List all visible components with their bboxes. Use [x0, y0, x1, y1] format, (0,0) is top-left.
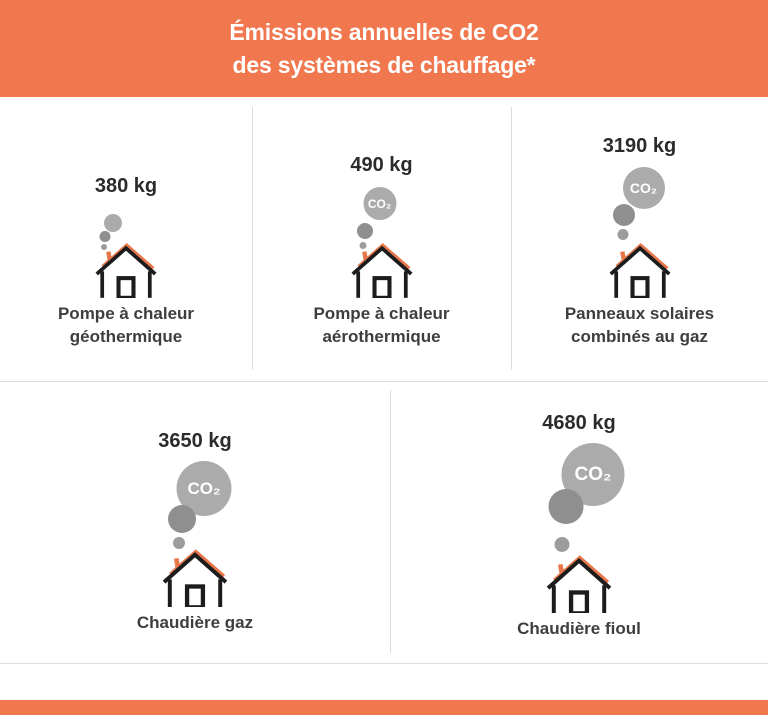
item-chaudiere-fioul: 4680 kg CO₂ Chaudière fioul [390, 381, 768, 663]
roof-black [609, 245, 670, 276]
system-label: Pompe à chaleur géothermique [57, 304, 195, 346]
house-icon [546, 554, 612, 613]
co2-text: CO₂ [187, 478, 221, 498]
smoke-bubble-large [104, 214, 122, 232]
emission-value: 380 kg [94, 175, 158, 197]
smoke-bubble-small [173, 537, 185, 549]
roof-black [546, 557, 612, 590]
door [184, 583, 206, 607]
house-icon [351, 243, 412, 298]
smoke-house-graphic [41, 214, 211, 298]
emission-value: 3190 kg [602, 135, 677, 157]
emission-value: 490 kg [350, 154, 413, 176]
emission-value: 3650 kg [158, 430, 232, 452]
page-title-line2: des systèmes de chauffage* [232, 51, 536, 78]
header: Émissions annuelles de CO2 des systèmes … [0, 0, 768, 97]
house-icon [95, 243, 157, 298]
roof-black [162, 551, 228, 584]
column-divider [252, 107, 253, 370]
co2-text: CO₂ [367, 196, 392, 211]
emission-value: 4680 kg [542, 412, 616, 434]
door [629, 276, 650, 298]
smoke-house-graphic: CO₂ [494, 443, 664, 613]
item-panneaux-solaires-gaz: 3190 kg CO₂ Panneaux solaires combinés a… [511, 97, 768, 381]
page-title-line1: Émissions annuelles de CO2 [229, 18, 539, 45]
smoke-bubble-medium [356, 223, 373, 239]
door [568, 589, 590, 613]
smoke-bubble-medium [612, 204, 635, 226]
smoke-house-graphic: CO₂ [297, 187, 467, 298]
item-chaudiere-gaz: 3650 kg CO₂ Chaudière gaz [0, 381, 390, 663]
house-icon [609, 243, 670, 298]
roof-black [351, 245, 412, 276]
smoke-bubble-small [617, 229, 628, 240]
door [371, 276, 392, 298]
smoke-bubble-medium [99, 231, 111, 242]
roof-black [95, 245, 157, 276]
item-pompe-chaleur-aerothermique: 490 kg CO₂ Pompe à chaleur aérothermique [252, 97, 511, 381]
system-label: Pompe à chaleur aérothermique [313, 304, 450, 346]
smoke-bubble-small [359, 242, 366, 249]
item-pompe-chaleur-geothermique: 380 kg Pompe à chaleur géothermique [0, 97, 252, 381]
smoke-house-graphic: CO₂ [110, 461, 280, 607]
co2-bubble: CO₂ [622, 167, 665, 209]
smoke-house-graphic: CO₂ [555, 167, 725, 298]
system-label: Panneaux solaires combinés au gaz [564, 304, 715, 346]
co2-bubble: CO₂ [363, 187, 396, 220]
co2-text: CO₂ [629, 180, 658, 196]
system-label: Chaudière gaz [136, 613, 254, 632]
system-label: Chaudière fioul [517, 619, 641, 638]
door [116, 276, 136, 298]
column-divider [511, 107, 512, 370]
footer-accent-bar [0, 700, 768, 715]
house-icon [162, 548, 228, 607]
smoke-bubble-small [554, 537, 570, 552]
row-divider [0, 381, 768, 382]
smoke-bubble-medium [168, 505, 196, 533]
column-divider [390, 390, 391, 653]
smoke-bubble-small [101, 244, 107, 250]
bottom-divider [0, 663, 768, 664]
smoke-bubble-medium [548, 489, 584, 524]
co2-bubble: CO₂ [176, 461, 232, 516]
co2-text: CO₂ [574, 463, 612, 485]
